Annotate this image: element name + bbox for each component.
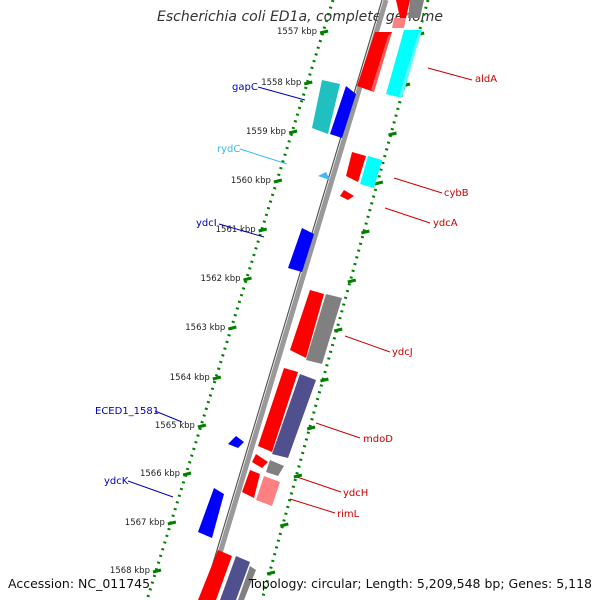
feature-layer — [198, 0, 424, 600]
gene-label: gapC — [232, 82, 258, 93]
inner-tick-mark — [152, 568, 162, 574]
inner-tick-mark — [303, 80, 313, 86]
accession-text: Accession: NC_011745 — [8, 576, 151, 591]
forward-gene — [258, 368, 298, 452]
outer-tick-mark — [306, 425, 316, 431]
tick-label: 1561 kbp — [216, 225, 256, 235]
inner-tick-mark — [319, 29, 329, 35]
gene-label: ydcH — [343, 488, 368, 499]
gene-label: ydcI — [196, 218, 217, 229]
inner-tick-mark — [182, 471, 192, 477]
gene-leader-line — [127, 480, 174, 498]
gene-leader-line — [315, 422, 361, 439]
inner-tick-mark — [243, 276, 252, 282]
gene-label: aldA — [475, 74, 497, 85]
gene-label: mdoD — [363, 434, 393, 445]
outer-tick-mark — [388, 131, 397, 137]
forward-gene — [252, 454, 268, 468]
reverse-gene — [238, 566, 256, 600]
gene-leader-line — [154, 410, 183, 423]
tick-layer — [145, 0, 430, 600]
forward-gene — [290, 290, 324, 358]
tick-label: 1557 kbp — [277, 27, 317, 37]
gene-label: ydcK — [104, 476, 129, 487]
reverse-gene — [220, 556, 250, 600]
outer-tick-mark — [266, 570, 276, 576]
inner-tick-mark — [197, 423, 207, 429]
tick-label: 1567 kbp — [125, 518, 165, 528]
gene-leader-line — [218, 223, 265, 238]
inner-tick-mark — [212, 375, 222, 381]
reverse-gene — [288, 228, 314, 272]
page-title: Escherichia coli ED1a, complete genome — [157, 9, 443, 25]
reverse-gene — [408, 0, 424, 18]
outer-tick-mark — [293, 473, 303, 479]
forward-gene — [396, 0, 410, 18]
outer-tick-mark — [279, 522, 289, 528]
tick-label: 1558 kbp — [261, 78, 301, 88]
outer-tick-mark — [320, 377, 329, 383]
reverse-gene — [198, 488, 224, 538]
inner-tick-mark — [258, 227, 268, 233]
forward-gene — [242, 470, 260, 498]
gene-label: ECED1_1581 — [95, 406, 159, 417]
inner-tick-mark — [288, 129, 298, 135]
forward-pseudo-gene — [392, 18, 406, 28]
backbone-arc-inner — [201, 0, 383, 600]
gene-label: rydC — [217, 144, 240, 155]
reverse-gene — [306, 294, 342, 364]
reverse-gene — [330, 86, 356, 138]
outer-tick-mark — [374, 180, 384, 186]
gene-label: ydcA — [433, 218, 458, 229]
forward-pseudo-gene — [256, 476, 280, 506]
gene-leader-line — [384, 207, 431, 224]
reverse-rna-gene — [318, 172, 330, 180]
reverse-gene — [228, 436, 244, 448]
reverse-gene — [312, 80, 340, 134]
gene-leader-line — [393, 177, 443, 194]
gene-leader-line — [289, 498, 336, 514]
tick-label: 1559 kbp — [246, 127, 286, 137]
tick-label: 1568 kbp — [110, 566, 150, 576]
forward-gene-face — [371, 32, 392, 92]
tick-label: 1563 kbp — [185, 323, 225, 333]
outer-tick-mark — [347, 278, 357, 284]
forward-gene — [198, 550, 232, 600]
outer-tick-ring — [260, 0, 430, 600]
forward-rna-gene — [386, 30, 422, 98]
gene-leader-line — [257, 86, 306, 101]
inner-tick-mark — [167, 520, 177, 526]
forward-gene — [357, 32, 392, 92]
inner-tick-mark — [273, 178, 283, 184]
reverse-gene — [272, 374, 316, 458]
gene-leader-line — [344, 335, 391, 353]
gene-label: ydcJ — [392, 347, 413, 358]
outer-tick-mark — [361, 229, 370, 235]
reverse-gene — [266, 460, 284, 476]
tick-label: 1565 kbp — [155, 421, 195, 431]
forward-gene — [346, 152, 366, 182]
gene-leader-line — [239, 148, 288, 165]
gene-leader-line — [296, 476, 342, 493]
tick-label: 1562 kbp — [200, 274, 240, 284]
gene-label: rimL — [337, 509, 360, 520]
tick-label: 1560 kbp — [231, 176, 271, 186]
tick-label: 1564 kbp — [170, 373, 210, 383]
inner-tick-mark — [227, 325, 237, 331]
forward-rna-gene — [360, 156, 382, 188]
forward-rna-face — [399, 30, 422, 98]
label-layer: 1557 kbp 1558 kbp 1559 kbp 1560 kbp 1561 kbp… — [95, 27, 497, 576]
genome-summary-text: Topology: circular; Length: 5,209,548 bp… — [248, 576, 592, 591]
outer-tick-mark — [333, 327, 343, 333]
tick-label: 1566 kbp — [140, 469, 180, 479]
gene-leader-line — [427, 67, 473, 81]
gene-label: cybB — [444, 188, 469, 199]
forward-gene — [340, 190, 354, 200]
